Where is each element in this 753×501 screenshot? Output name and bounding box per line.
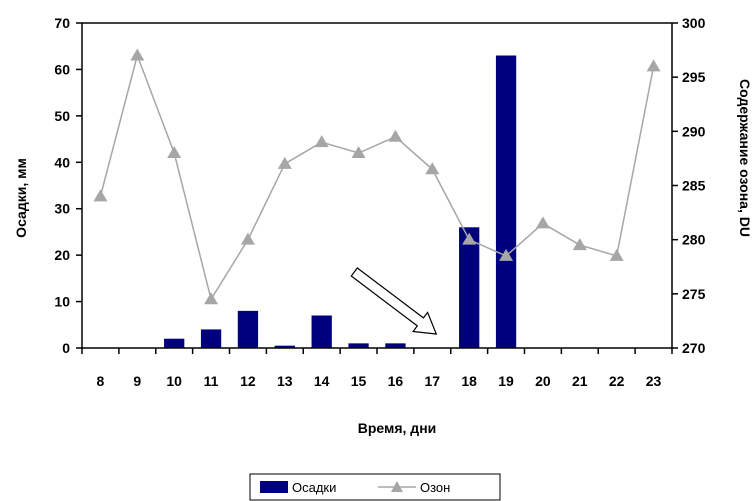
ozone-point-8: [93, 189, 108, 202]
x-tick-label: 9: [133, 373, 141, 389]
plot-area: [93, 48, 661, 348]
ozone-point-12: [240, 232, 255, 245]
x-tick-label: 16: [388, 373, 404, 389]
legend-label-bars: Осадки: [292, 480, 336, 495]
legend-swatch-bars: [260, 481, 288, 493]
y-left-tick-label: 0: [62, 340, 70, 356]
bar-12: [237, 310, 259, 348]
ozone-point-17: [425, 162, 440, 175]
x-tick-label: 17: [425, 373, 441, 389]
legend-label-line: Озон: [420, 480, 450, 495]
bar-19: [495, 55, 517, 348]
y-left-tick-label: 20: [54, 247, 70, 263]
legend: Осадки Озон: [249, 473, 501, 501]
y-left-tick-label: 40: [54, 154, 70, 170]
y-right-tick-label: 280: [682, 232, 706, 248]
bar-14: [311, 315, 332, 348]
y-left-tick-label: 70: [54, 15, 70, 31]
x-tick-label: 19: [498, 373, 514, 389]
bar-10: [164, 338, 185, 348]
x-tick-label: 10: [166, 373, 182, 389]
y-right-tick-label: 290: [682, 123, 706, 139]
y-left-tick-label: 30: [54, 201, 70, 217]
y-right-tick-label: 275: [682, 286, 706, 302]
y-left-tick-label: 60: [54, 61, 70, 77]
y-right-tick-label: 295: [682, 69, 706, 85]
legend-box: [249, 473, 501, 501]
bar-13: [274, 345, 295, 348]
y-axis-right-title: Содержание озона, DU: [737, 79, 753, 237]
y-right-tick-label: 300: [682, 15, 706, 31]
annotations: [350, 267, 438, 335]
x-tick-label: 11: [204, 373, 219, 389]
ozone-point-9: [130, 48, 145, 61]
legend-swatch-marker: [391, 481, 403, 492]
y-right-tick-label: 270: [682, 340, 706, 356]
ozone-point-22: [609, 248, 624, 261]
bar-16: [385, 343, 406, 348]
ozone-point-15: [351, 146, 366, 158]
x-tick-label: 21: [572, 373, 588, 389]
x-tick-label: 18: [461, 373, 477, 389]
ozone-point-16: [388, 129, 403, 142]
ozone-point-21: [572, 238, 587, 251]
x-tick-label: 13: [277, 373, 293, 389]
x-tick-label: 20: [535, 373, 551, 389]
ozone-point-14: [314, 135, 329, 148]
ozone-point-10: [167, 146, 182, 158]
ozone-point-20: [535, 216, 550, 229]
x-tick-label: 23: [646, 373, 662, 389]
y-left-tick-label: 10: [54, 294, 70, 310]
x-tick-label: 15: [351, 373, 367, 389]
arrow-annotation: [350, 267, 438, 335]
x-tick-label: 12: [240, 373, 256, 389]
ozone-line: [99, 53, 655, 302]
x-axis-title: Время, дни: [358, 420, 437, 436]
x-tick-label: 8: [97, 373, 105, 389]
y-right-tick-label: 285: [682, 178, 706, 194]
ozone-point-18: [462, 232, 477, 245]
ozone-point-13: [277, 156, 292, 169]
bar-15: [348, 343, 369, 348]
x-tick-label: 14: [314, 373, 330, 389]
ozone-point-11: [204, 292, 219, 305]
bar-18: [459, 227, 480, 348]
bar-11: [200, 329, 222, 348]
ozone-point-19: [499, 248, 514, 261]
x-tick-label: 22: [609, 373, 625, 389]
y-axis-left-title: Осадки, мм: [13, 158, 29, 238]
axes: 0 10 20 30 40 50 60 70 270 275 280 285 290 295 300 8 9 10…: [54, 15, 705, 389]
y-left-tick-label: 50: [54, 108, 70, 124]
ozone-point-23: [646, 59, 661, 72]
